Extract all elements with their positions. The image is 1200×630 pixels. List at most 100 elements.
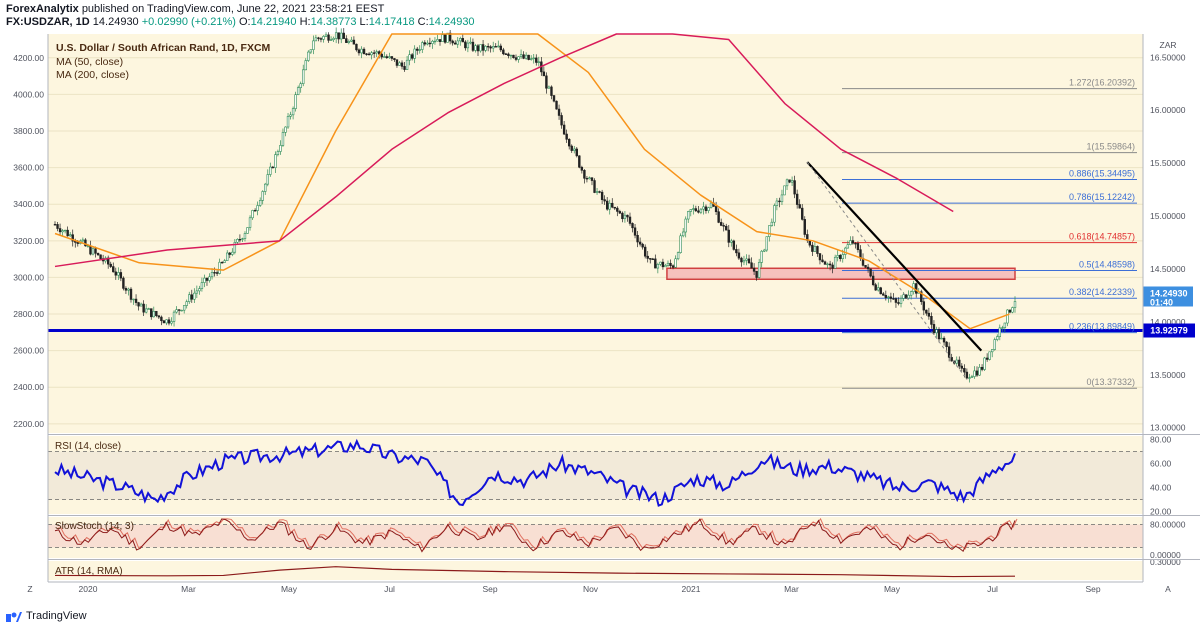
candle-body <box>89 245 92 255</box>
rsi-title: RSI (14, close) <box>55 441 121 452</box>
publisher-name[interactable]: ForexAnalytix <box>6 3 79 15</box>
candle-body <box>935 329 938 334</box>
candle-body <box>869 268 872 277</box>
candle-body <box>882 293 885 296</box>
candle-body <box>864 265 867 268</box>
candle-body <box>985 357 989 360</box>
candle-body <box>717 211 720 223</box>
candle-body <box>294 94 297 109</box>
candle-body <box>519 54 523 58</box>
legend-ma50[interactable]: MA (50, close) <box>56 56 124 68</box>
candle-body <box>208 276 211 281</box>
candle-body <box>410 54 414 59</box>
candle-body <box>365 53 368 55</box>
candle-body <box>530 58 533 60</box>
candle-body <box>884 295 888 298</box>
candle-body <box>188 294 191 302</box>
candle-body <box>185 301 188 306</box>
candle-body <box>851 240 855 244</box>
candle-body <box>236 238 239 243</box>
candle-body <box>479 44 482 52</box>
resistance-zone <box>666 267 1016 281</box>
candle-body <box>770 221 774 226</box>
candle-body <box>537 61 540 63</box>
candle-body <box>877 287 880 291</box>
candle-body <box>608 202 611 210</box>
candle-body <box>96 252 100 256</box>
candle-body <box>383 56 386 58</box>
candle-body <box>484 45 487 51</box>
low-label: L: <box>359 16 369 28</box>
candle-body <box>562 124 566 135</box>
candle-body <box>550 86 553 96</box>
current-price-tag <box>1143 286 1193 307</box>
candle-body <box>768 225 771 237</box>
candle-body <box>735 249 738 254</box>
main-pane-background <box>48 34 1143 433</box>
candle-body <box>547 86 551 89</box>
candle-body <box>889 296 893 299</box>
candle-body <box>803 219 806 235</box>
candle-body <box>322 36 325 40</box>
fib-level-label: 0.236(13.89849) <box>1069 322 1135 332</box>
candle-body <box>611 202 614 208</box>
candle-body <box>991 349 994 353</box>
candle-body <box>661 261 665 268</box>
candle-body <box>517 56 520 60</box>
candle-body <box>588 177 591 180</box>
candle-body <box>760 250 763 263</box>
candle-body <box>253 210 257 212</box>
atr-pane-background <box>48 561 1143 580</box>
candle-body <box>757 262 761 278</box>
candle-body <box>841 254 844 260</box>
candle-body <box>337 32 340 40</box>
fib-level-label: 1.272(16.20392) <box>1069 78 1135 88</box>
candle-body <box>651 258 654 260</box>
right-tick-label: 15.50000 <box>1150 158 1186 168</box>
legend-ma200[interactable]: MA (200, close) <box>56 69 129 81</box>
candle-body <box>765 236 768 251</box>
fib-level-label: 1(15.59864) <box>1086 142 1135 152</box>
candle-body <box>788 179 791 183</box>
candle-body <box>258 200 262 206</box>
candle-body <box>968 377 971 379</box>
candle-body <box>1006 309 1009 324</box>
candle-body <box>727 229 730 243</box>
candle-body <box>198 288 201 292</box>
x-tick-label: Jul <box>987 584 998 594</box>
candle-body <box>408 54 411 61</box>
footer-brand[interactable]: TradingView <box>6 610 87 622</box>
candle-body <box>879 287 882 295</box>
candle-body <box>679 235 682 253</box>
candle-body <box>492 46 495 49</box>
auto-scale-button[interactable]: A <box>1165 584 1171 594</box>
candle-body <box>633 227 637 236</box>
candle-body <box>725 225 728 231</box>
atr-line <box>54 566 1016 578</box>
candle-body <box>226 252 229 261</box>
right-tick-label: 16.00000 <box>1150 105 1186 115</box>
symbol-label[interactable]: FX:USDZAR, 1D <box>6 16 90 28</box>
candle-body <box>431 40 434 44</box>
right-tick-label: 14.50000 <box>1150 264 1186 274</box>
candle-body <box>352 39 356 45</box>
candle-body <box>618 211 622 214</box>
candle-body <box>719 222 723 226</box>
x-tick-label: Sep <box>482 584 497 594</box>
candle-body <box>585 177 589 180</box>
zoom-button[interactable]: Z <box>27 584 32 594</box>
candle-body <box>307 51 310 61</box>
candle-body <box>656 264 660 269</box>
rsi-tick-label: 40.00 <box>1150 483 1172 493</box>
footer-brand-label: TradingView <box>26 610 87 622</box>
candle-body <box>355 43 358 51</box>
candle-body <box>930 316 933 325</box>
x-tick-label: Mar <box>784 584 799 594</box>
candle-body <box>740 257 743 263</box>
candle-body <box>557 108 561 116</box>
fib-level-label: 0.786(15.12242) <box>1069 192 1135 202</box>
candle-body <box>565 133 568 140</box>
candle-body <box>193 292 196 300</box>
x-tick-label: 2021 <box>682 584 701 594</box>
